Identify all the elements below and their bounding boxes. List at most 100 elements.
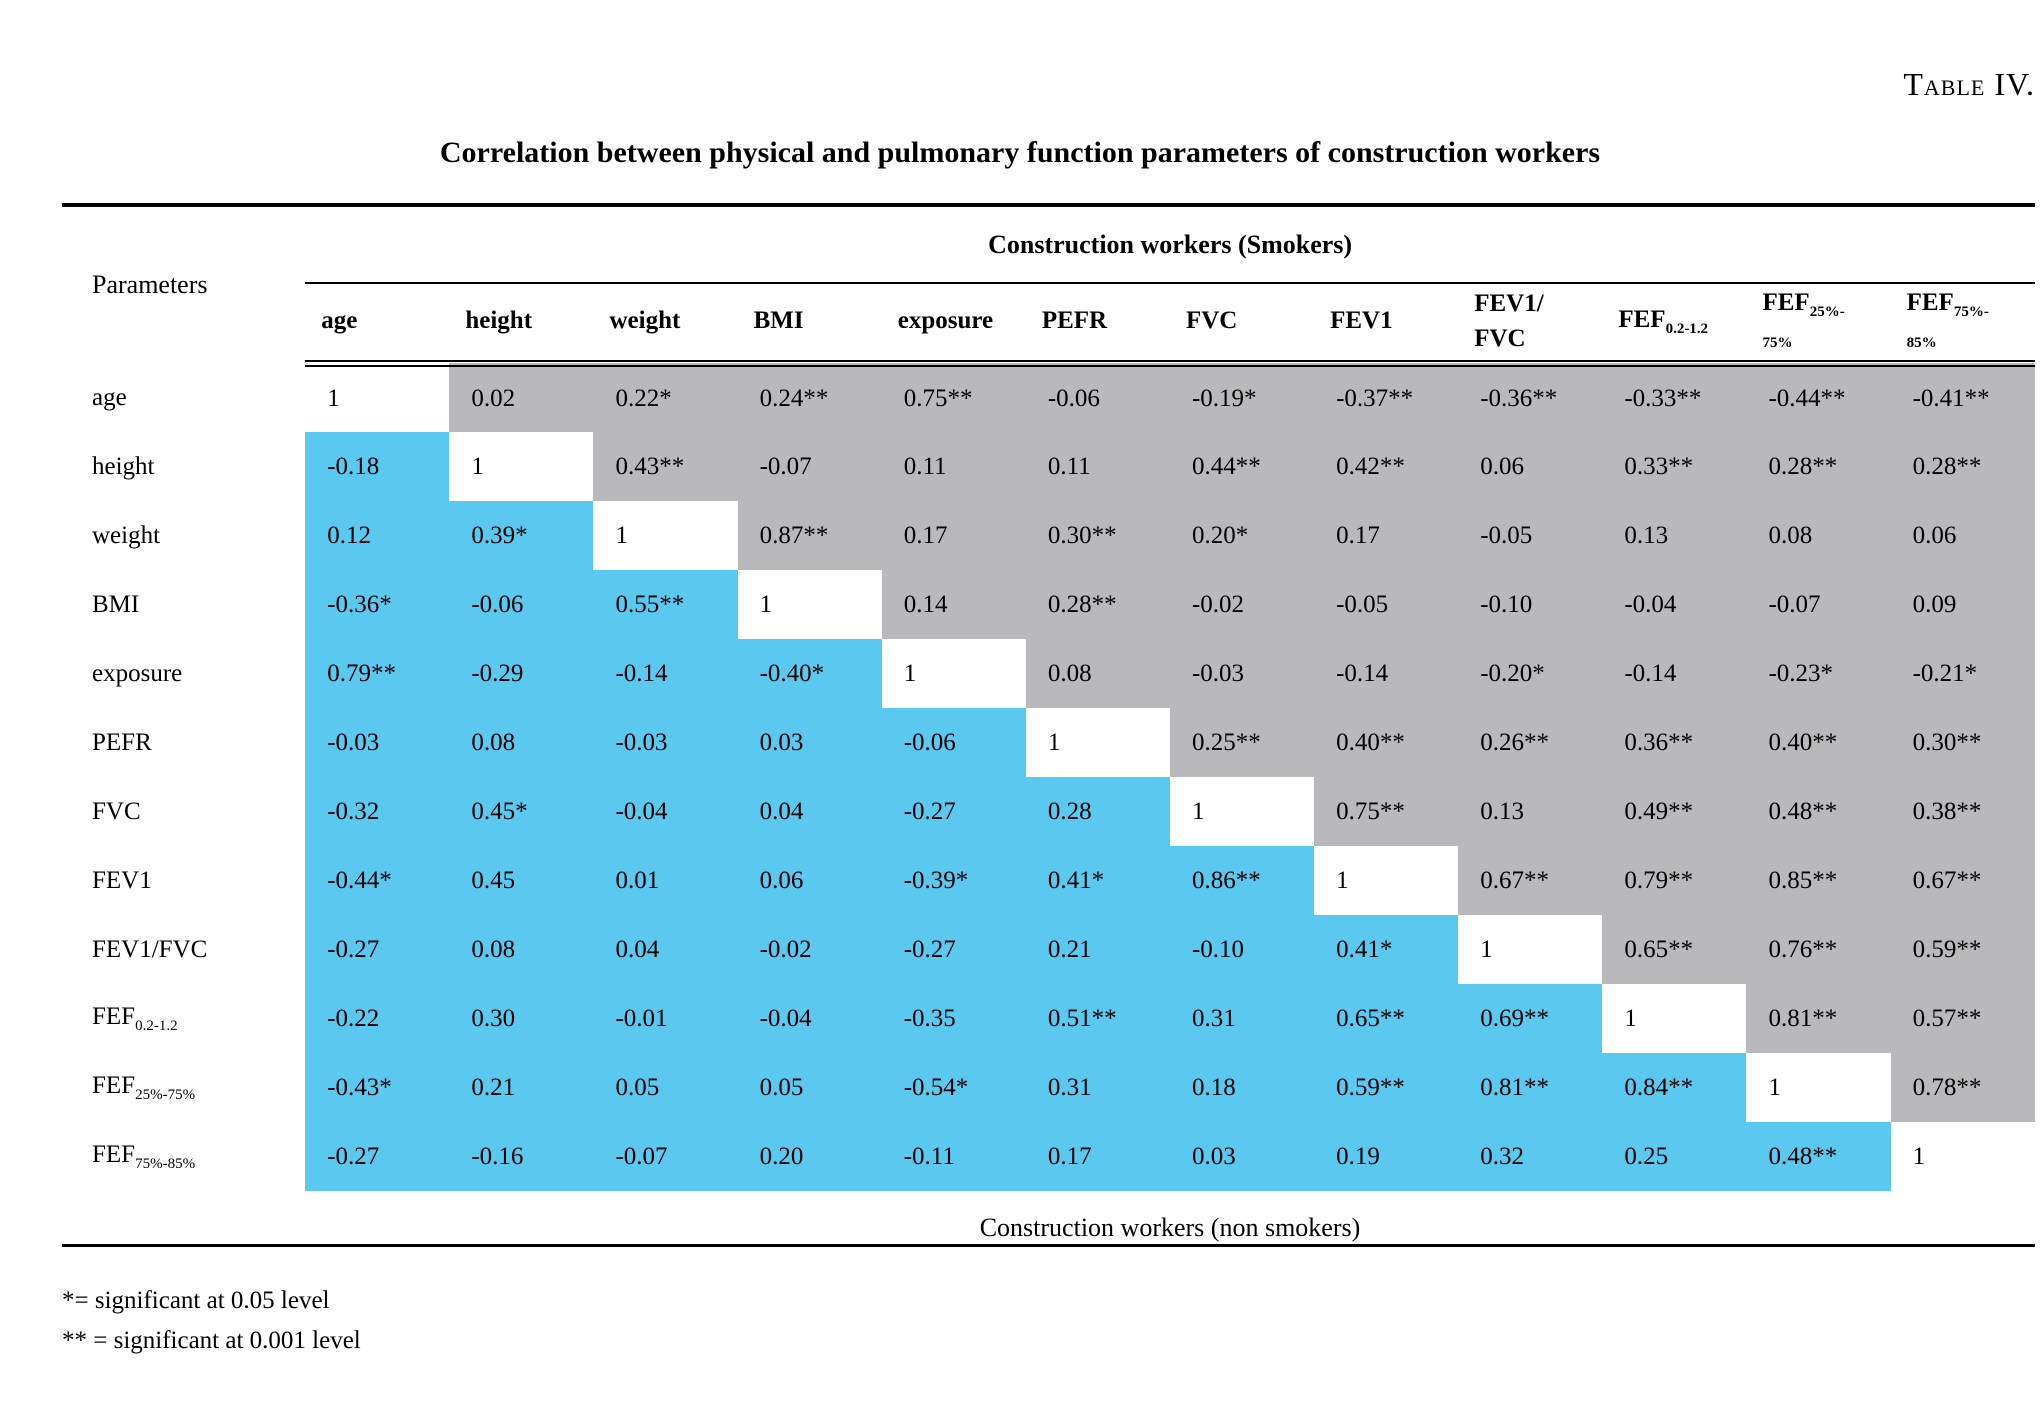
matrix-cell: 0.21 xyxy=(449,1053,594,1122)
matrix-cell: -0.27 xyxy=(881,915,1026,984)
matrix-cell: 0.13 xyxy=(1602,501,1747,570)
matrix-cell: 0.87** xyxy=(737,501,882,570)
matrix-cell: 0.44** xyxy=(1169,432,1315,501)
matrix-cell: 0.06 xyxy=(1890,501,2035,570)
matrix-cell: 0.48** xyxy=(1746,777,1891,846)
footnote-significance-005: *= significant at 0.05 level xyxy=(62,1287,330,1314)
matrix-cell: -0.20* xyxy=(1458,639,1603,708)
matrix-cell: 0.81** xyxy=(1746,984,1891,1053)
row-label: FEF75%-85% xyxy=(62,1122,306,1191)
matrix-cell: -0.14 xyxy=(1314,639,1459,708)
matrix-cell: 0.22* xyxy=(593,363,738,432)
column-header: weight xyxy=(593,283,738,367)
column-header: FEF25%- 75% xyxy=(1746,283,1891,367)
bottom-rule-divider xyxy=(62,1244,2035,1247)
matrix-cell: -0.03 xyxy=(1169,639,1315,708)
matrix-cell: 0.04 xyxy=(737,777,882,846)
column-header: exposure xyxy=(881,283,1026,367)
column-header-row: age height weight BMI exposure PEFR FVC FEV1 FEV… xyxy=(62,283,2035,367)
matrix-cell: -0.36** xyxy=(1458,363,1603,432)
matrix-cell: -0.10 xyxy=(1458,570,1603,639)
matrix-cell: -0.29 xyxy=(449,639,594,708)
matrix-cell: -0.02 xyxy=(1169,570,1315,639)
matrix-cell: 0.32 xyxy=(1458,1122,1603,1191)
matrix-cell: 0.28** xyxy=(1025,570,1170,639)
table-row: PEFR -0.03 0.08 -0.03 0.03 -0.06 1 0.25** 0.40**… xyxy=(62,708,2035,777)
group-header-row: Parameters Construction workers (Smokers… xyxy=(62,207,2035,299)
matrix-cell: 0.55** xyxy=(593,570,738,639)
smokers-group-header: Construction workers (Smokers) xyxy=(305,207,2035,284)
row-label: FVC xyxy=(62,777,306,846)
matrix-cell: 0.05 xyxy=(737,1053,882,1122)
footnote-significance-0001: ** = significant at 0.001 level xyxy=(62,1327,361,1354)
matrix-cell: -0.44* xyxy=(305,846,450,915)
column-header: BMI xyxy=(737,283,882,367)
column-header: PEFR xyxy=(1025,283,1170,367)
matrix-cell: 0.41* xyxy=(1314,915,1459,984)
table-row: height -0.18 1 0.43** -0.07 0.11 0.11 0.44** 0.4… xyxy=(62,432,2035,501)
matrix-cell: 0.65** xyxy=(1314,984,1459,1053)
matrix-cell: 0.76** xyxy=(1746,915,1891,984)
non-smokers-caption: Construction workers (non smokers) xyxy=(979,1213,1361,1242)
diagonal-cell: 1 xyxy=(737,570,882,639)
matrix-cell: 0.39* xyxy=(449,501,594,570)
matrix-cell: -0.19* xyxy=(1169,363,1315,432)
matrix-cell: 0.33** xyxy=(1602,432,1747,501)
matrix-cell: 0.14 xyxy=(881,570,1026,639)
table-title: Correlation between physical and pulmona… xyxy=(439,136,1601,169)
row-label: exposure xyxy=(62,639,306,708)
matrix-cell: -0.27 xyxy=(305,1122,450,1191)
table-row: FEF75%-85% -0.27 -0.16 -0.07 0.20 -0.11 0.17 0.… xyxy=(62,1122,2035,1191)
row-label: FEV1 xyxy=(62,846,306,915)
matrix-cell: 0.13 xyxy=(1458,777,1603,846)
matrix-cell: 0.05 xyxy=(593,1053,738,1122)
matrix-cell: -0.14 xyxy=(1602,639,1747,708)
matrix-cell: -0.22 xyxy=(305,984,450,1053)
correlation-matrix-table: Parameters Construction workers (Smokers… xyxy=(62,207,2035,1191)
matrix-cell: 0.26** xyxy=(1458,708,1603,777)
diagonal-cell: 1 xyxy=(1314,846,1459,915)
matrix-cell: 0.36** xyxy=(1602,708,1747,777)
matrix-cell: -0.32 xyxy=(305,777,450,846)
matrix-cell: -0.37** xyxy=(1314,363,1459,432)
matrix-cell: 0.30** xyxy=(1025,501,1170,570)
matrix-cell: 0.75** xyxy=(881,363,1026,432)
matrix-cell: 0.67** xyxy=(1458,846,1603,915)
matrix-cell: 0.57** xyxy=(1890,984,2035,1053)
matrix-cell: -0.02 xyxy=(737,915,882,984)
matrix-cell: -0.10 xyxy=(1169,915,1315,984)
matrix-cell: 0.11 xyxy=(1025,432,1170,501)
matrix-cell: 0.25 xyxy=(1602,1122,1747,1191)
parameters-label: Parameters xyxy=(92,270,208,299)
matrix-cell: -0.27 xyxy=(305,915,450,984)
matrix-cell: 0.67** xyxy=(1890,846,2035,915)
matrix-cell: -0.05 xyxy=(1458,501,1603,570)
row-label: FEF0.2-1.2 xyxy=(62,984,306,1053)
matrix-cell: -0.16 xyxy=(449,1122,594,1191)
diagonal-cell: 1 xyxy=(1746,1053,1891,1122)
matrix-cell: 0.30 xyxy=(449,984,594,1053)
table-number-label: Table IV. xyxy=(1903,66,2035,102)
matrix-cell: -0.07 xyxy=(737,432,882,501)
column-header: age xyxy=(305,283,450,367)
matrix-cell: 0.79** xyxy=(305,639,450,708)
table-row: FEF25%-75% -0.43* 0.21 0.05 0.05 -0.54* 0.31 0.… xyxy=(62,1053,2035,1122)
column-header: height xyxy=(449,283,594,367)
matrix-cell: -0.39* xyxy=(881,846,1026,915)
matrix-cell: 0.38** xyxy=(1890,777,2035,846)
matrix-cell: 0.84** xyxy=(1602,1053,1747,1122)
matrix-cell: 0.02 xyxy=(449,363,594,432)
diagonal-cell: 1 xyxy=(1458,915,1603,984)
table-row: weight 0.12 0.39* 1 0.87** 0.17 0.30** 0.20* 0.1… xyxy=(62,501,2035,570)
matrix-cell: 0.11 xyxy=(881,432,1026,501)
column-header: FEV1/FVC xyxy=(1458,283,1603,367)
table-row: BMI -0.36* -0.06 0.55** 1 0.14 0.28** -0.02 -0.0… xyxy=(62,570,2035,639)
matrix-cell: -0.36* xyxy=(305,570,450,639)
table-row: exposure 0.79** -0.29 -0.14 -0.40* 1 0.08 -0.03… xyxy=(62,639,2035,708)
diagonal-cell: 1 xyxy=(593,501,738,570)
matrix-cell: 0.06 xyxy=(1458,432,1603,501)
matrix-cell: -0.18 xyxy=(305,432,450,501)
diagonal-cell: 1 xyxy=(449,432,594,501)
row-label: PEFR xyxy=(62,708,306,777)
